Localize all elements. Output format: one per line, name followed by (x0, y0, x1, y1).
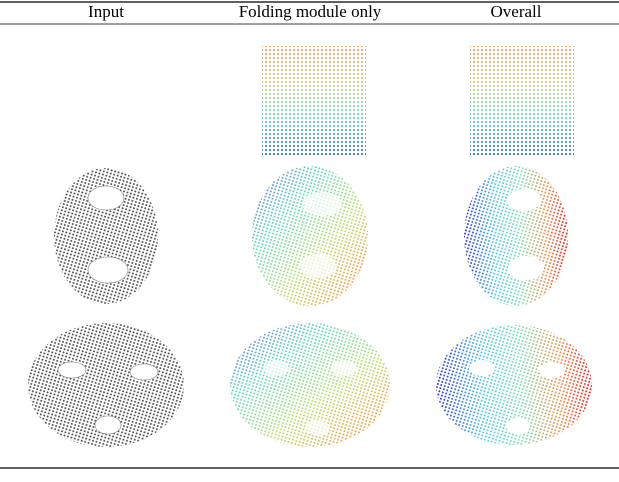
column-header: Input (88, 2, 124, 21)
column-header: Overall (491, 2, 542, 21)
point-cloud (436, 325, 592, 445)
point-cloud (230, 323, 390, 447)
point-cloud (54, 168, 158, 304)
point-cloud (252, 166, 368, 306)
grid-points (470, 46, 574, 156)
point-cloud (28, 323, 184, 447)
grid-points (262, 46, 366, 156)
column-header: Folding module only (239, 2, 382, 21)
point-cloud (464, 166, 568, 306)
